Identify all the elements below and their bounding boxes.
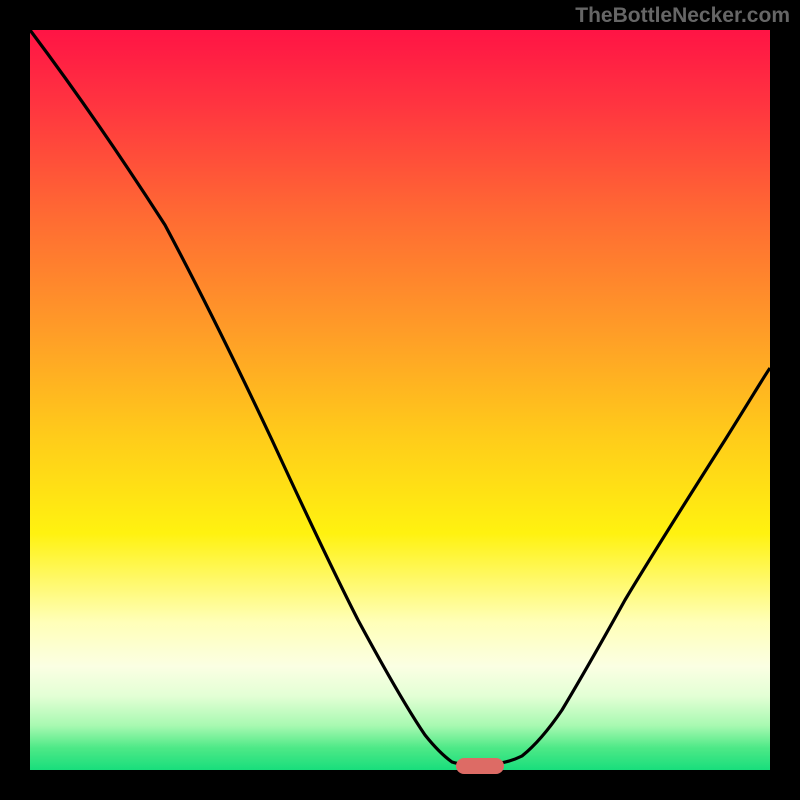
optimal-marker: [456, 758, 504, 774]
bottleneck-chart: [0, 0, 800, 800]
chart-container: TheBottleNecker.com: [0, 0, 800, 800]
plot-area: [30, 30, 770, 770]
watermark-text: TheBottleNecker.com: [575, 4, 790, 28]
